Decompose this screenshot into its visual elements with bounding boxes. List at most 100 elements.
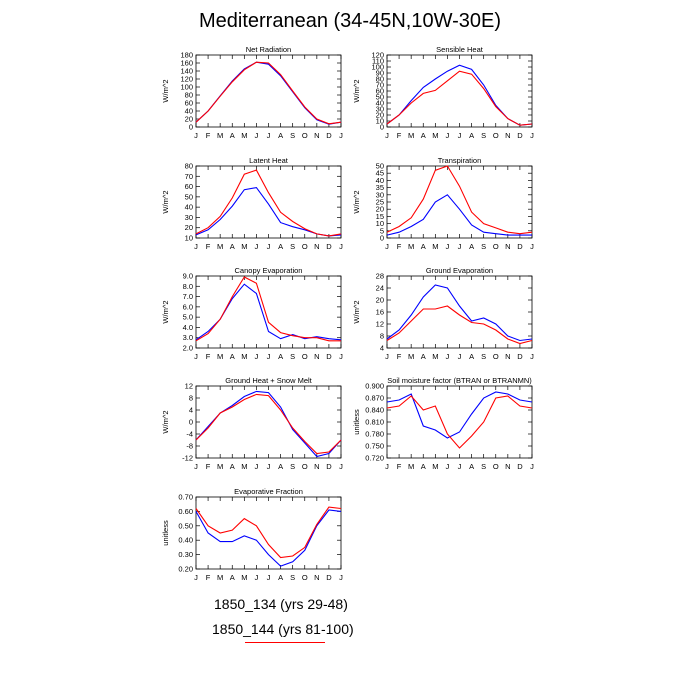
x-tick-label: M xyxy=(217,352,223,361)
y-tick-label: 0.720 xyxy=(365,454,384,463)
x-tick-label: J xyxy=(267,352,271,361)
x-tick-label: J xyxy=(446,352,450,361)
chart-panel-8: Soil moisture factor (BTRAN or BTRANMN)0… xyxy=(352,376,534,471)
x-tick-label: J xyxy=(255,352,259,361)
x-tick-label: F xyxy=(206,573,211,582)
y-tick-label: -8 xyxy=(186,442,193,451)
chart-panel-2: Sensible Heat 010203040506070809010011012… xyxy=(352,45,534,140)
x-tick-label: F xyxy=(206,131,211,140)
x-tick-label: M xyxy=(408,242,414,251)
x-tick-label: D xyxy=(326,131,332,140)
x-tick-label: A xyxy=(278,131,283,140)
y-axis-label: unitless xyxy=(161,520,170,546)
y-tick-label: 50 xyxy=(185,192,193,201)
y-tick-label: 0 xyxy=(380,123,384,132)
series-line-case2 xyxy=(386,305,533,345)
y-axis-label: W/m^2 xyxy=(161,300,170,323)
y-tick-label: 12 xyxy=(185,382,193,391)
x-tick-label: J xyxy=(458,131,462,140)
x-tick-label: A xyxy=(469,242,474,251)
x-tick-label: M xyxy=(241,462,247,471)
y-tick-label: 25 xyxy=(376,198,384,207)
y-tick-label: 0.20 xyxy=(178,565,193,574)
y-tick-label: 30 xyxy=(376,105,384,114)
y-tick-label: 100 xyxy=(371,63,384,72)
x-tick-label: M xyxy=(432,352,438,361)
x-tick-label: S xyxy=(290,462,295,471)
series-line-case2 xyxy=(195,393,342,455)
series-line-case1 xyxy=(195,283,342,341)
x-tick-label: A xyxy=(421,242,426,251)
series-line-case2 xyxy=(386,395,533,449)
x-tick-label: A xyxy=(421,352,426,361)
x-tick-label: J xyxy=(446,131,450,140)
x-tick-label: F xyxy=(397,131,402,140)
x-tick-label: O xyxy=(302,573,308,582)
y-tick-label: 6.0 xyxy=(183,302,193,311)
x-tick-label: M xyxy=(217,462,223,471)
y-axis-label: W/m^2 xyxy=(352,300,361,323)
x-tick-label: M xyxy=(432,131,438,140)
x-tick-label: J xyxy=(339,242,343,251)
x-tick-label: D xyxy=(326,352,332,361)
x-tick-label: J xyxy=(255,131,259,140)
x-tick-label: D xyxy=(326,242,332,251)
y-axis-label: W/m^2 xyxy=(352,190,361,213)
y-tick-label: 0.900 xyxy=(365,382,384,391)
y-tick-label: 80 xyxy=(185,91,193,100)
x-tick-label: M xyxy=(241,573,247,582)
y-tick-label: 70 xyxy=(376,81,384,90)
x-tick-label: N xyxy=(505,462,510,471)
x-tick-label: M xyxy=(217,573,223,582)
y-tick-label: 40 xyxy=(185,203,193,212)
x-tick-label: F xyxy=(206,352,211,361)
x-tick-label: O xyxy=(493,462,499,471)
x-tick-label: S xyxy=(481,242,486,251)
x-tick-label: J xyxy=(530,462,534,471)
x-tick-label: S xyxy=(290,131,295,140)
plot-frame xyxy=(195,496,342,570)
x-tick-label: J xyxy=(339,131,343,140)
x-tick-label: N xyxy=(505,352,510,361)
x-tick-label: D xyxy=(517,462,523,471)
y-tick-label: 2.0 xyxy=(183,344,193,353)
y-tick-label: 0.70 xyxy=(178,493,193,502)
y-tick-label: 9.0 xyxy=(183,272,193,281)
legend-line-case2 xyxy=(245,642,325,643)
y-tick-label: 80 xyxy=(185,162,193,171)
y-tick-label: 20 xyxy=(185,223,193,232)
x-tick-label: A xyxy=(278,573,283,582)
y-tick-label: 60 xyxy=(185,182,193,191)
x-tick-label: J xyxy=(267,462,271,471)
x-tick-label: J xyxy=(194,352,198,361)
chart-title: Net Radiation xyxy=(246,45,291,54)
x-tick-label: A xyxy=(230,573,235,582)
x-tick-label: A xyxy=(230,131,235,140)
x-tick-label: D xyxy=(517,352,523,361)
chart-title: Sensible Heat xyxy=(436,45,484,54)
y-tick-label: 40 xyxy=(376,176,384,185)
y-tick-label: 35 xyxy=(376,183,384,192)
series-line-case2 xyxy=(195,506,342,559)
x-tick-label: O xyxy=(302,462,308,471)
series-line-case1 xyxy=(195,509,342,567)
x-tick-label: O xyxy=(302,242,308,251)
y-tick-label: 0 xyxy=(189,418,193,427)
y-tick-label: 0.50 xyxy=(178,521,193,530)
y-tick-label: 28 xyxy=(376,272,384,281)
y-tick-label: 0.840 xyxy=(365,406,384,415)
x-tick-label: M xyxy=(217,242,223,251)
series-line-case2 xyxy=(386,165,533,235)
x-tick-label: F xyxy=(206,242,211,251)
y-tick-label: 4 xyxy=(189,406,193,415)
series-line-case2 xyxy=(386,70,533,126)
x-tick-label: J xyxy=(194,242,198,251)
series-line-case1 xyxy=(386,284,533,342)
x-tick-label: A xyxy=(421,131,426,140)
x-tick-label: J xyxy=(267,573,271,582)
y-tick-label: -4 xyxy=(186,430,193,439)
series-line-case1 xyxy=(386,64,533,126)
y-tick-label: 100 xyxy=(180,83,193,92)
x-tick-label: J xyxy=(194,573,198,582)
x-tick-label: A xyxy=(230,462,235,471)
